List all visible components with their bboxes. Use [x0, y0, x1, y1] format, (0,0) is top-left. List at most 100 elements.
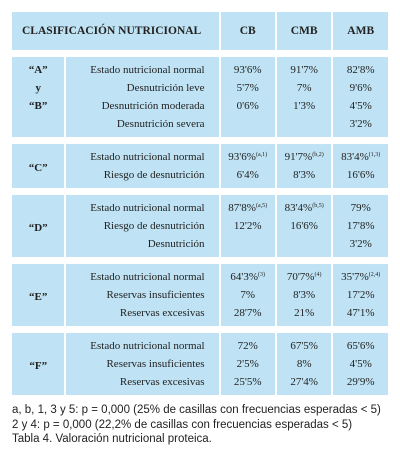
value-cell: 12'2% — [218, 217, 277, 235]
footnotes: a, b, 1, 3 y 5: p = 0,000 (25% de casill… — [12, 403, 381, 447]
value-text: 4'5% — [349, 100, 372, 112]
table-row: “B” Desnutrición moderada 0'6% 1'3% 4'5% — [9, 97, 390, 115]
value-cell: 35'7%(2,4) — [331, 260, 390, 286]
value-cell: 47'1% — [331, 304, 390, 330]
table-row: Riesgo de desnutrición 6'4% 8'3% 16'6% — [11, 166, 390, 192]
value-cell: 7% — [274, 79, 334, 97]
row-group: “D” Estado nutricional normal 87'8%(a,5) 83… — [9, 191, 390, 261]
value-cell — [274, 115, 334, 141]
table-row: Reservas insuficientes 7% 8'3% 17'2% — [11, 286, 390, 304]
value-text: 72% — [237, 340, 258, 352]
value-text: 5'7% — [236, 82, 259, 94]
table-header: CLASIFICACIÓN NUTRICIONAL CB CMB AMB — [10, 12, 390, 57]
value-cell: 65'6% — [331, 329, 390, 355]
value-cell — [218, 235, 277, 261]
table-row: Reservas excesivas 25'5% 27'4% 29'9% — [11, 373, 390, 395]
value-text: 79% — [350, 202, 371, 214]
value-text: 8% — [296, 358, 312, 370]
value-cell: 29'9% — [331, 373, 390, 395]
value-cell: 70'7%(4) — [274, 260, 334, 286]
value-cell: 8'3% — [274, 166, 334, 192]
value-text: 8'3% — [293, 289, 316, 301]
table-row: “E” Estado nutricional normal 64'3%(3) 70'7… — [9, 260, 390, 330]
value-superscript: (3) — [258, 272, 266, 278]
value-text: 65'6% — [346, 340, 375, 352]
value-text: 91'7% — [290, 64, 318, 76]
group-label: “D” — [9, 191, 67, 261]
value-text: 93'6% — [228, 151, 256, 163]
value-cell: 8'3% — [274, 286, 334, 304]
value-text: 12'2% — [233, 220, 262, 232]
value-text: 9'6% — [349, 82, 372, 94]
value-text: 17'2% — [346, 289, 375, 301]
value-cell: 4'5% — [331, 97, 390, 115]
value-text: 83'4% — [284, 202, 313, 214]
value-cell — [274, 235, 334, 261]
value-cell: 4'5% — [331, 355, 390, 373]
value-text: 91'7% — [284, 151, 313, 163]
value-cell: 79% — [331, 191, 390, 217]
group-label: y — [9, 79, 67, 97]
value-text: 87'8% — [228, 202, 256, 214]
value-cell: 2'5% — [218, 355, 277, 373]
row-label: Desnutrición severa — [64, 115, 221, 141]
value-superscript: (1,3) — [368, 152, 381, 158]
value-cell: 82'8% — [331, 53, 390, 79]
value-cell: 91'7% — [274, 53, 334, 79]
row-label: Desnutrición moderada — [64, 97, 221, 115]
value-cell: 64'3%(3) — [218, 260, 277, 286]
value-text: 64'3% — [230, 271, 259, 283]
row-label: Estado nutricional normal — [64, 260, 221, 286]
value-cell: 28'7% — [218, 304, 277, 330]
value-text: 93'6% — [233, 64, 262, 76]
value-superscript: (2,4) — [368, 272, 381, 278]
group-label: “C” — [9, 140, 67, 192]
header-cell: CMB — [274, 12, 334, 57]
row-label: Reservas excesivas — [64, 304, 221, 330]
value-cell: 6'4% — [218, 166, 277, 192]
value-text: 4'5% — [349, 358, 372, 370]
table-row: Desnutrición severa 3'2% — [9, 115, 390, 141]
value-cell: 16'6% — [331, 166, 390, 192]
row-label: Riesgo de desnutrición — [64, 217, 221, 235]
header-cell: CB — [218, 12, 277, 57]
row-group: “F” Estado nutricional normal 72% 67'5% 65'6… — [9, 329, 390, 395]
row-label: Reservas excesivas — [64, 373, 221, 395]
header-cell: CLASIFICACIÓN NUTRICIONAL — [10, 12, 221, 57]
value-text: 35'7% — [341, 271, 369, 283]
table-row: “C” Estado nutricional normal 93'6%(a,1) 91… — [9, 140, 390, 192]
footnote: 2 y 4: p = 0,000 (22,2% de casillas con … — [12, 418, 353, 431]
value-superscript: (b,5) — [312, 203, 324, 209]
header-row: CLASIFICACIÓN NUTRICIONAL CB CMB AMB — [10, 12, 390, 57]
value-text: 25'5% — [233, 376, 262, 388]
footnote: a, b, 1, 3 y 5: p = 0,000 (25% de casill… — [12, 404, 381, 416]
value-text: 28'7% — [233, 307, 262, 319]
value-cell — [218, 115, 277, 141]
value-text: 17'8% — [346, 220, 375, 232]
value-cell: 3'2% — [331, 235, 390, 261]
value-text: 47'1% — [346, 307, 375, 319]
value-cell: 87'8%(a,5) — [218, 191, 277, 217]
row-label: Estado nutricional normal — [64, 191, 221, 217]
row-label: Estado nutricional normal — [64, 140, 221, 166]
value-superscript: (a,5) — [255, 203, 268, 209]
value-cell: 25'5% — [218, 373, 277, 395]
group-label: “B” — [9, 97, 67, 115]
value-text: 16'6% — [290, 220, 318, 232]
value-cell: 67'5% — [274, 329, 334, 355]
value-cell: 0'6% — [218, 97, 277, 115]
value-cell: 83'4%(1,3) — [331, 140, 390, 166]
table-row: Desnutrición 3'2% — [11, 235, 390, 261]
value-superscript: (4) — [314, 272, 322, 278]
value-cell: 83'4%(b,5) — [274, 191, 334, 217]
table-row: Riesgo de desnutrición 12'2% 16'6% 17'8% — [11, 217, 390, 235]
table-row: y Desnutrición leve 5'7% 7% 9'6% — [9, 79, 390, 97]
caption: Tabla 4. Valoración nutricional proteica… — [12, 433, 212, 445]
row-label: Desnutrición leve — [64, 79, 221, 97]
value-text: 2'5% — [236, 358, 259, 370]
value-cell: 9'6% — [331, 79, 390, 97]
value-text: 83'4% — [341, 151, 369, 163]
value-text: 21% — [294, 307, 315, 319]
value-text: 7% — [240, 289, 256, 301]
row-label: Riesgo de desnutrición — [64, 166, 221, 192]
